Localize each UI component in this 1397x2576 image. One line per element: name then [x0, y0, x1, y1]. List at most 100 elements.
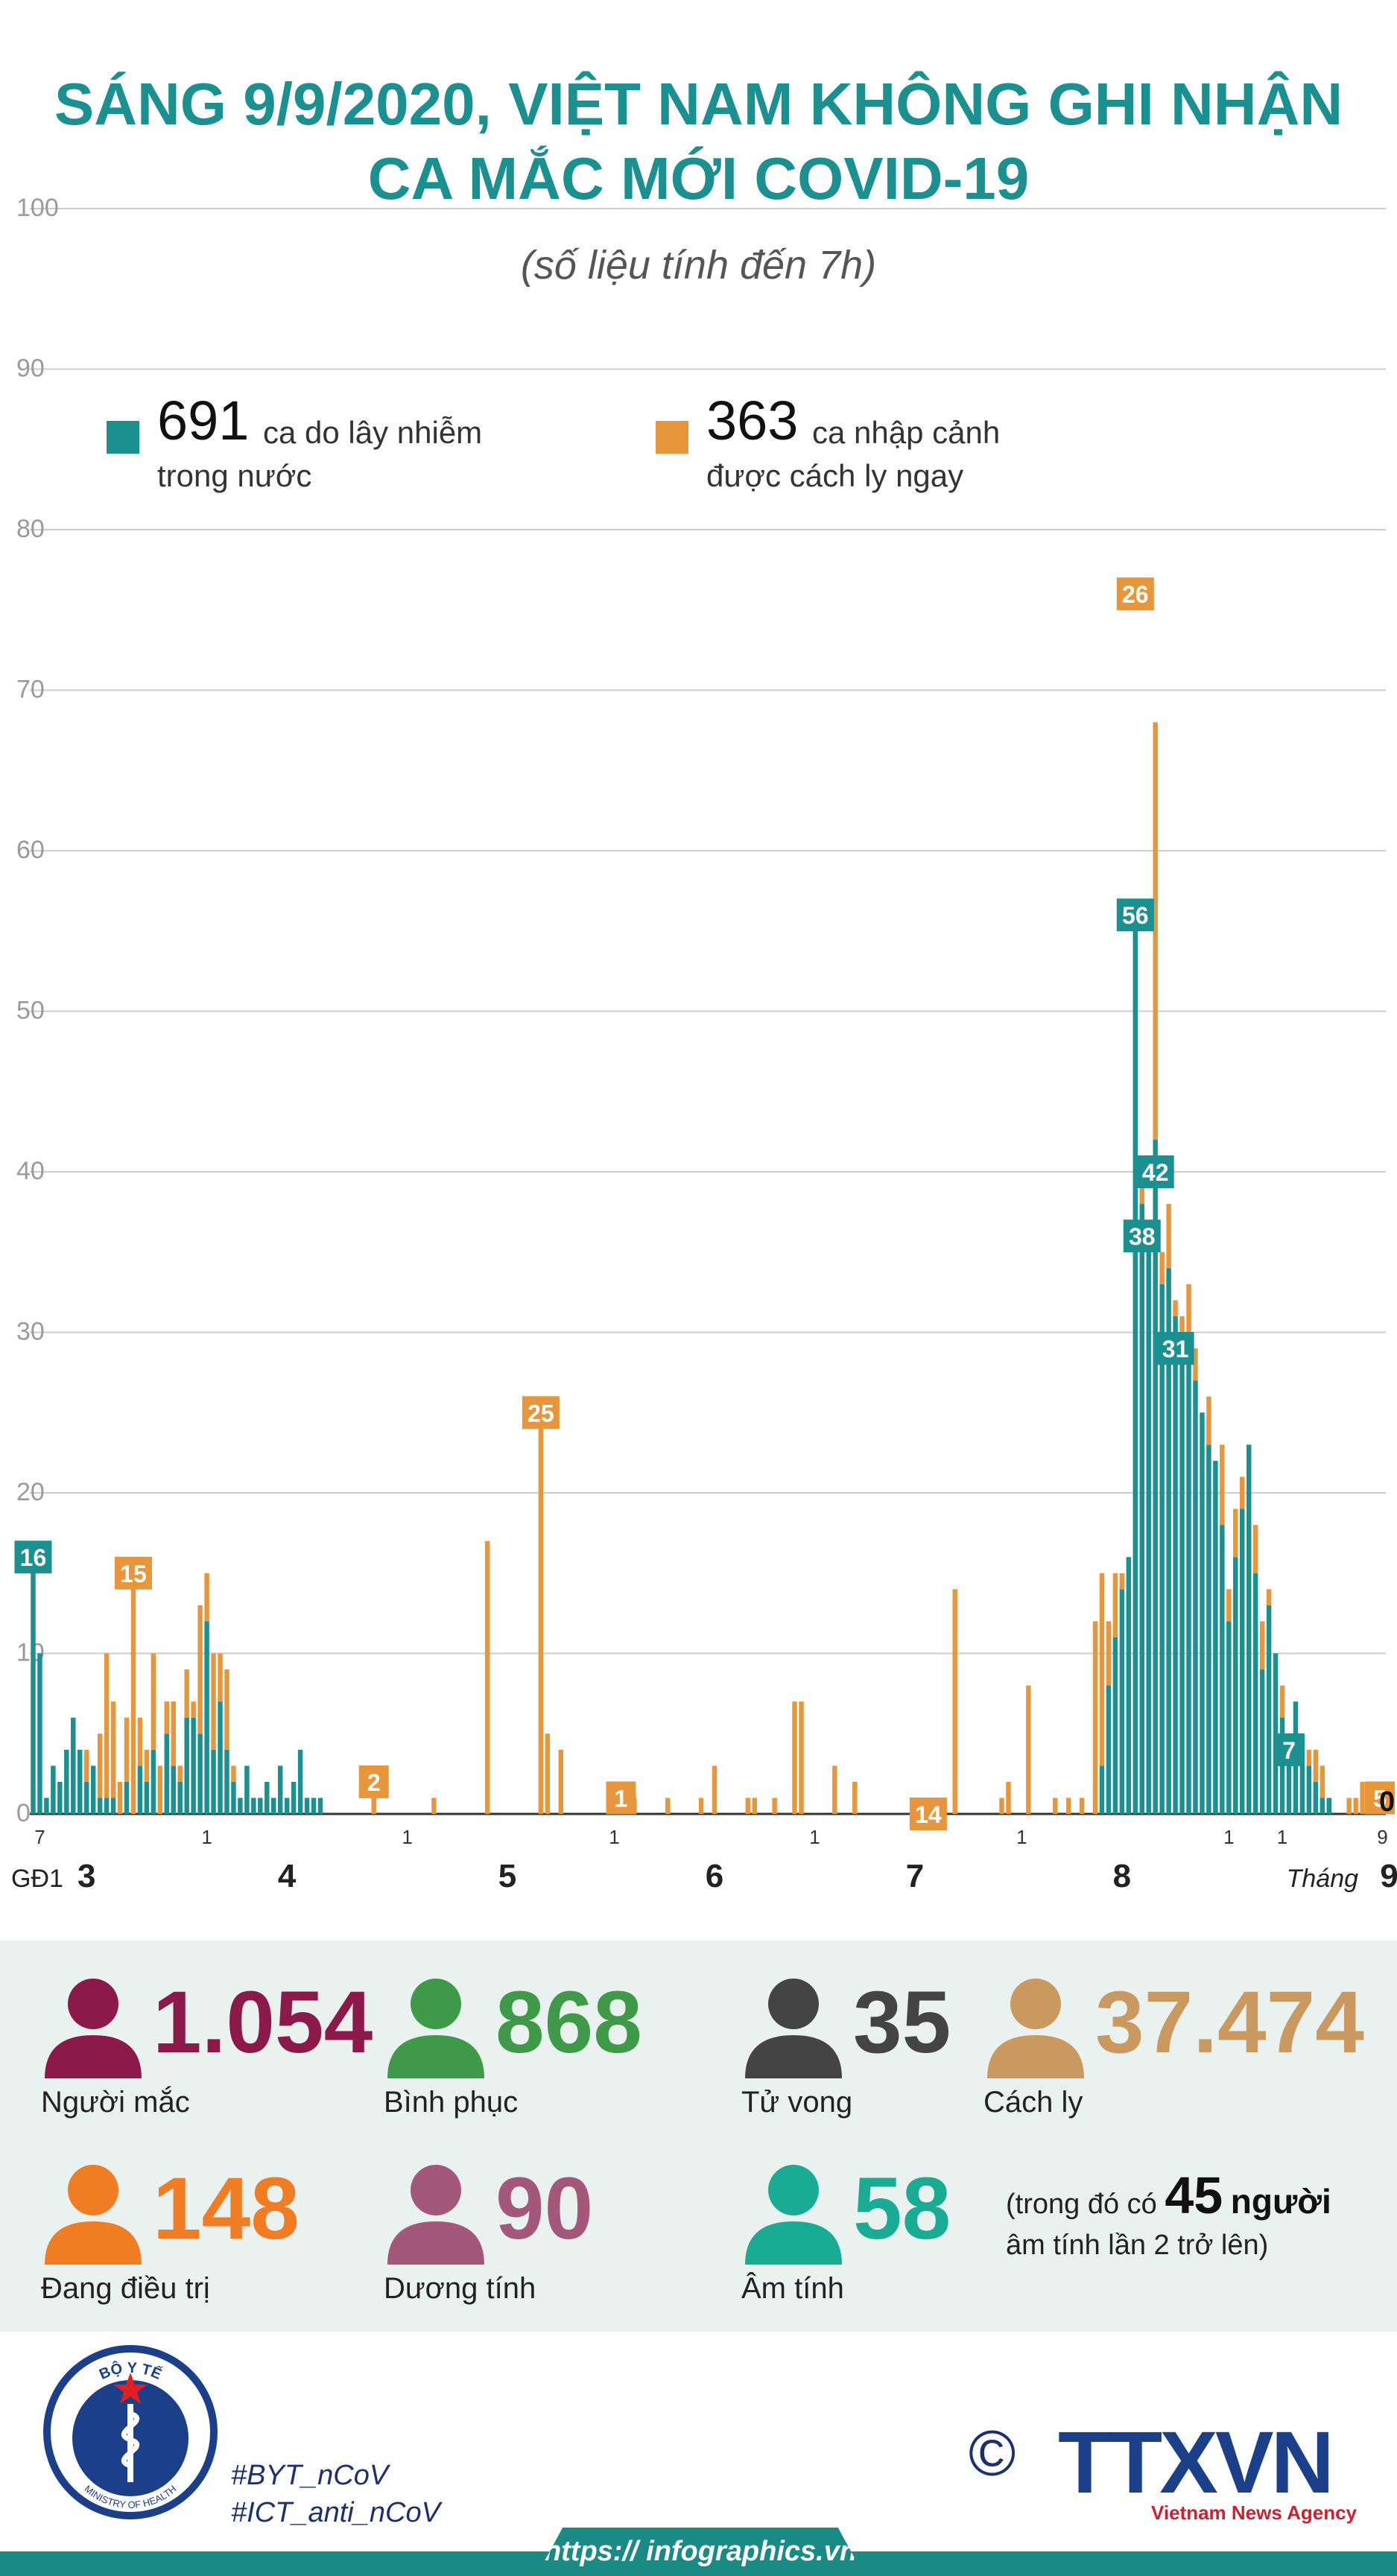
bar-domestic [51, 1766, 56, 1814]
bar-imported [1079, 1798, 1085, 1814]
bar-domestic [1099, 1766, 1105, 1814]
bar-imported [204, 1573, 209, 1622]
hashtag-ict[interactable]: #ICT_anti_nCoV [231, 2497, 440, 2528]
bar-domestic [1166, 1268, 1171, 1814]
day-tick-label: 1 [1277, 1826, 1287, 1848]
y-tick-label: 90 [16, 355, 45, 383]
bar-domestic [77, 1749, 83, 1814]
y-tick-label: 50 [16, 997, 45, 1025]
person-icon [745, 1979, 842, 2078]
bar-domestic [277, 1766, 283, 1814]
value-label-box [1123, 1219, 1161, 1253]
bar-domestic [37, 1653, 42, 1814]
bar-domestic [1186, 1348, 1191, 1814]
bar-domestic [1220, 1525, 1225, 1814]
legend-domestic-text2: trong nước [157, 458, 312, 493]
bar-imported [1006, 1781, 1011, 1814]
day-tick-label: 1 [809, 1826, 820, 1848]
bar-domestic [291, 1781, 297, 1814]
bar-imported [1226, 1589, 1232, 1622]
month-label: 6 [706, 1858, 723, 1894]
bar-domestic [304, 1798, 310, 1814]
bar-imported [558, 1749, 563, 1814]
bar-domestic [83, 1781, 89, 1814]
month-label: 5 [498, 1858, 516, 1894]
bar-domestic [284, 1798, 290, 1814]
bar-domestic [1320, 1798, 1325, 1814]
bar-domestic [44, 1798, 49, 1814]
bar-domestic [191, 1717, 196, 1814]
bar-imported [83, 1749, 89, 1782]
person-icon [387, 2165, 484, 2265]
stat-cases-value: 1.054 [153, 1973, 373, 2072]
bar-imported [852, 1781, 858, 1814]
bar-imported [799, 1701, 804, 1814]
bar-imported [698, 1798, 704, 1814]
ttxvn-logo: TTXVN [1058, 2414, 1334, 2512]
bar-domestic [224, 1749, 229, 1814]
value-label: 0 [1379, 1786, 1395, 1818]
month-label: 4 [278, 1858, 297, 1894]
person-icon [745, 2165, 842, 2265]
legend-imported-value: 363 [706, 390, 799, 451]
bar-imported [1065, 1798, 1071, 1814]
bar-imported [1346, 1798, 1352, 1814]
note-prefix: (trong đó có [1006, 2189, 1157, 2220]
bar-domestic [1200, 1412, 1205, 1814]
legend-imported-text1: ca nhập cảnh [812, 415, 1001, 450]
value-label-box [14, 1541, 52, 1574]
bar-domestic [211, 1749, 216, 1814]
bar-imported [151, 1653, 156, 1750]
bar-imported [1320, 1766, 1325, 1798]
value-label: 16 [20, 1544, 47, 1571]
stats-panel [0, 1941, 1397, 2332]
month-label: 7 [906, 1858, 924, 1894]
bar-imported [1233, 1509, 1238, 1558]
bar-domestic [184, 1717, 189, 1814]
bar-imported [1166, 1204, 1171, 1269]
bar-imported [1026, 1685, 1031, 1814]
bar-domestic [144, 1781, 150, 1814]
bar-imported [97, 1733, 103, 1798]
stat-treating-value: 148 [153, 2160, 300, 2258]
bar-imported [538, 1412, 544, 1814]
chart-bars [31, 722, 1385, 1814]
bar-domestic [244, 1766, 250, 1814]
infographics-url-link[interactable]: https:// infographics.vn [536, 2528, 864, 2576]
bar-domestic [218, 1701, 223, 1814]
y-tick-label: 40 [16, 1157, 45, 1185]
stat-positive-value: 90 [495, 2160, 594, 2258]
bar-imported [1139, 1187, 1144, 1205]
bar-imported [184, 1669, 189, 1718]
bar-domestic [297, 1749, 303, 1814]
bar-imported [144, 1749, 150, 1782]
hashtag-byt[interactable]: #BYT_nCoV [231, 2460, 389, 2491]
x-axis-ticks: 7 1 1 1 1 1 1 1 9 GĐ1 3 4 5 6 7 8 Tháng 9 [11, 1826, 1397, 1894]
y-tick-label: 80 [16, 515, 45, 543]
bar-domestic [31, 1557, 36, 1814]
bar-domestic [1206, 1444, 1211, 1814]
bar-imported [164, 1701, 170, 1734]
value-label: 31 [1162, 1336, 1189, 1362]
stat-cases-label: Người mắc [41, 2086, 190, 2119]
y-tick-label: 60 [16, 836, 45, 864]
bar-imported [1360, 1781, 1365, 1814]
bar-imported [545, 1733, 551, 1814]
bar-imported [484, 1541, 490, 1814]
bar-imported [1179, 1316, 1185, 1333]
bar-domestic [1240, 1509, 1245, 1814]
month-label: 9 [1380, 1858, 1397, 1894]
copyright-icon: © [969, 2418, 1016, 2490]
bar-domestic [251, 1798, 256, 1814]
value-label: 42 [1142, 1159, 1169, 1186]
note-suffix: người [1230, 2182, 1331, 2221]
day-tick-label: 7 [34, 1826, 45, 1848]
bar-domestic [1213, 1460, 1218, 1814]
bar-imported [1306, 1749, 1312, 1766]
bar-domestic [97, 1798, 103, 1814]
bar-domestic [258, 1798, 263, 1814]
bar-domestic [124, 1781, 130, 1814]
value-label: 25 [528, 1400, 554, 1427]
value-label: 1 [615, 1785, 628, 1812]
